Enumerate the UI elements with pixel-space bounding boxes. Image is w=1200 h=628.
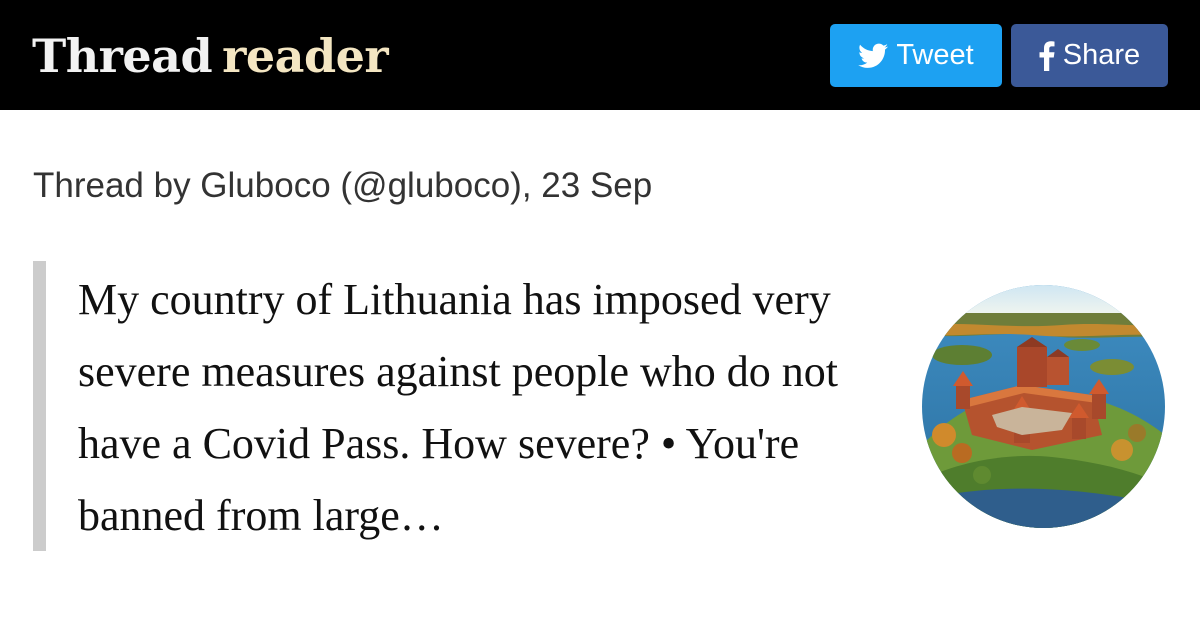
share-button[interactable]: Share	[1011, 24, 1168, 87]
tweet-preview-text: My country of Lithuania has imposed very…	[78, 275, 838, 540]
threadreader-logo[interactable]: Thread reader	[32, 28, 389, 84]
share-button-label: Share	[1062, 39, 1141, 71]
tweet-button[interactable]: Tweet	[830, 24, 1002, 87]
quote-bar	[33, 261, 46, 551]
tweet-button-label: Tweet	[896, 39, 974, 71]
twitter-bird-icon	[858, 43, 889, 68]
site-header: Thread reader Tweet Share	[0, 0, 1200, 110]
facebook-f-icon	[1039, 40, 1055, 71]
thread-byline: Thread by Gluboco (@gluboco), 23 Sep	[33, 166, 653, 205]
logo-word-reader: reader	[222, 29, 389, 83]
castle-avatar-image	[922, 285, 1165, 528]
author-avatar[interactable]	[922, 285, 1165, 528]
logo-word-thread: Thread	[32, 29, 213, 83]
